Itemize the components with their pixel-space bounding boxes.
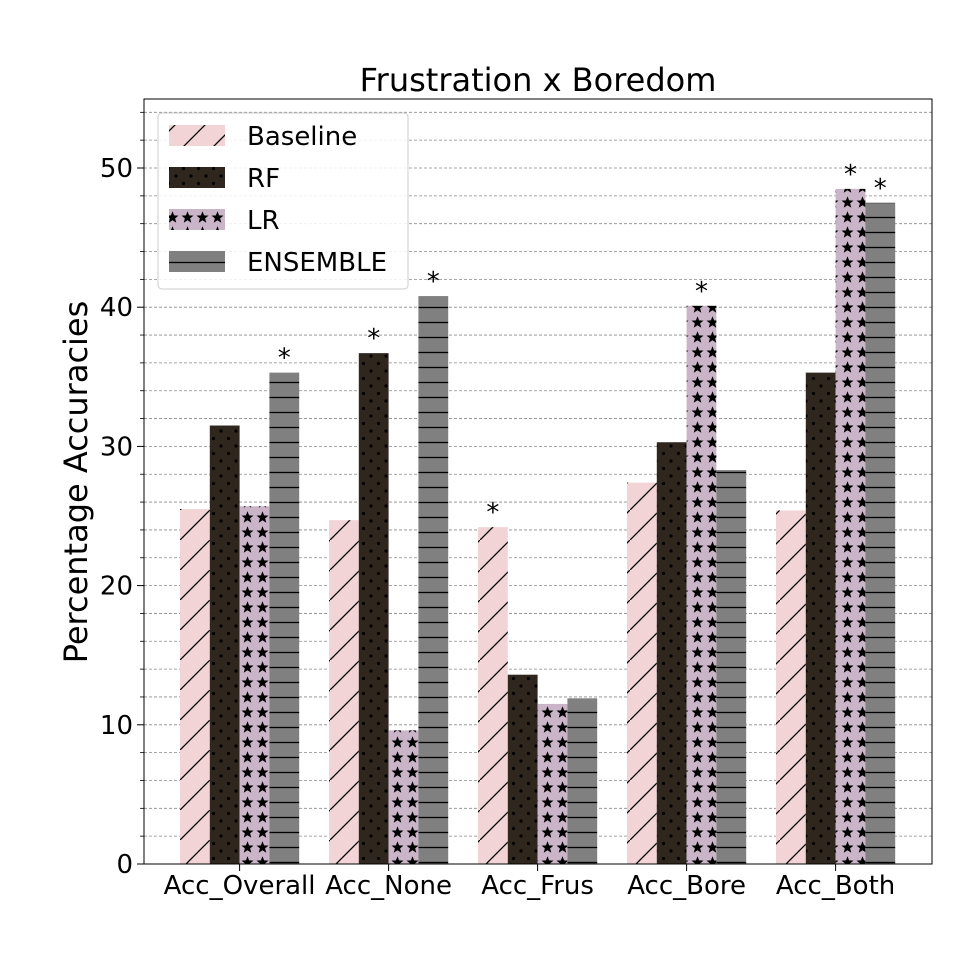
significance-star: *	[844, 160, 857, 190]
bar-rf	[358, 353, 389, 864]
legend-label: LR	[247, 206, 280, 236]
legend-swatch	[169, 209, 225, 230]
legend-label: ENSEMBLE	[247, 248, 387, 278]
bar-baseline	[776, 510, 806, 864]
x-tick-label: Acc_Bore	[627, 871, 746, 901]
legend-swatch	[169, 251, 225, 272]
bar-baseline	[329, 520, 359, 864]
y-tick-label: 50	[100, 154, 133, 184]
y-axis: 0 10 20 30 40 50	[100, 111, 144, 880]
significance-markers: * * * * * * *	[278, 160, 887, 528]
y-tick-label: 10	[100, 711, 133, 741]
legend-swatch	[169, 125, 225, 146]
bar-ensemble	[418, 296, 449, 865]
legend-swatch	[169, 167, 225, 188]
x-axis: Acc_Overall Acc_None Acc_Frus Acc_Bore Acc_B…	[164, 864, 895, 901]
y-axis-label: Percentage Accuracies	[57, 301, 95, 664]
bar-ensemble	[865, 202, 896, 865]
y-tick-label: 40	[100, 293, 133, 323]
chart-title: Frustration x Boredom	[360, 61, 717, 99]
x-tick-label: Acc_Both	[776, 871, 895, 901]
bar-lr	[388, 730, 419, 864]
significance-star: *	[874, 174, 887, 204]
x-tick-label: Acc_Overall	[164, 871, 316, 901]
significance-star: *	[278, 344, 291, 374]
bar-ensemble	[269, 372, 300, 864]
significance-star: *	[695, 277, 708, 307]
y-tick-label: 30	[100, 432, 133, 462]
legend-label: Baseline	[247, 122, 357, 152]
significance-star: *	[367, 324, 380, 354]
x-tick-label: Acc_Frus	[481, 871, 594, 901]
bars-group	[180, 188, 896, 865]
bar-ensemble	[716, 470, 747, 864]
legend-frame	[157, 112, 409, 290]
bar-rf	[656, 442, 687, 864]
bar-rf	[507, 674, 538, 864]
bar-baseline	[478, 527, 508, 864]
significance-star: *	[427, 267, 440, 297]
y-tick-label: 0	[116, 850, 133, 880]
x-tick-label: Acc_None	[325, 871, 452, 901]
significance-star: *	[486, 498, 499, 528]
legend-label: RF	[247, 164, 280, 194]
bar-lr	[537, 703, 568, 864]
y-tick-label: 20	[100, 572, 133, 602]
bar-rf	[805, 372, 836, 864]
bar-baseline	[180, 509, 210, 864]
bar-baseline	[627, 482, 657, 864]
bar-lr	[686, 305, 717, 865]
bar-lr	[835, 188, 866, 864]
legend: Baseline RF LR ENSEMBLE	[157, 112, 409, 290]
bar-rf	[209, 425, 240, 864]
bar-ensemble	[567, 698, 598, 864]
bar-lr	[239, 506, 270, 864]
